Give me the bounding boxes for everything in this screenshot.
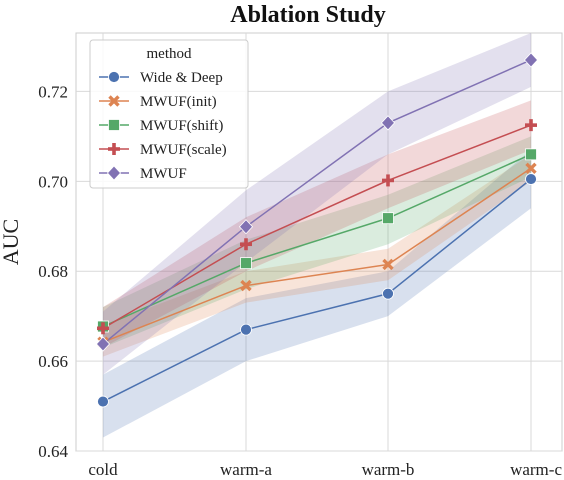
x-marker-b [382,258,394,271]
confidence-bands [103,33,531,438]
x-marker-b [240,279,252,292]
x-tick-label: warm-b [362,460,415,479]
confidence-band [103,33,531,375]
y-axis-title: AUC [0,219,23,265]
x-marker-b [108,95,120,107]
confidence-band [103,100,531,348]
x-marker [240,279,252,292]
chart-title: Ablation Study [230,2,385,28]
y-tick-label: 0.64 [38,442,68,461]
x-tick-label: warm-a [220,460,272,479]
x-axis-ticks: cold warm-a warm-b warm-c [88,460,562,479]
circle-marker [108,71,120,83]
diamond-marker [380,115,396,131]
plus-marker [108,143,120,155]
legend-box [89,39,249,189]
diamond-marker [95,336,111,352]
x-marker-b [525,162,537,174]
legend-label: MWUF(scale) [140,142,227,158]
x-tick-label: warm-c [510,460,562,479]
circle-marker [382,287,394,300]
y-tick-label: 0.72 [38,82,68,101]
series-line [102,167,532,343]
plus-marker [240,238,252,251]
series-line [102,153,532,328]
series-markers [95,52,539,408]
plus-marker [97,322,109,335]
legend: method Wide & Deep MWUF(init) MWUF(shift) M… [89,39,249,189]
diamond-marker [238,219,254,235]
confidence-band [103,154,531,357]
x-marker [108,95,120,107]
legend-items: Wide & Deep MWUF(init) MWUF(shift) MWUF(sca… [99,70,227,182]
legend-label: Wide & Deep [140,70,223,86]
diamond-marker [523,52,539,68]
plus-marker [382,174,394,187]
y-tick-label: 0.66 [38,352,68,371]
circle-marker [97,395,109,408]
y-tick-label: 0.70 [38,172,68,191]
confidence-band [103,136,531,348]
square-marker [525,148,537,161]
series-line [102,178,532,403]
x-tick-label: cold [88,460,118,479]
legend-title: method [147,46,192,62]
y-tick-label: 0.68 [38,262,68,281]
circle-marker [525,173,537,185]
x-marker [382,258,394,271]
series-lines [102,59,532,403]
square-marker [240,257,252,270]
legend-label: MWUF(shift) [140,118,223,134]
circle-marker [240,323,252,336]
series-line [102,59,532,345]
confidence-band [103,149,531,438]
legend-label: MWUF [140,166,187,182]
square-marker [382,212,394,225]
plus-marker [525,119,537,132]
legend-label: MWUF(init) [140,94,217,110]
y-axis-ticks: 0.64 0.66 0.68 0.70 0.72 [38,82,68,461]
x-marker [525,162,537,174]
square-marker [108,119,120,131]
diamond-marker [106,165,122,181]
